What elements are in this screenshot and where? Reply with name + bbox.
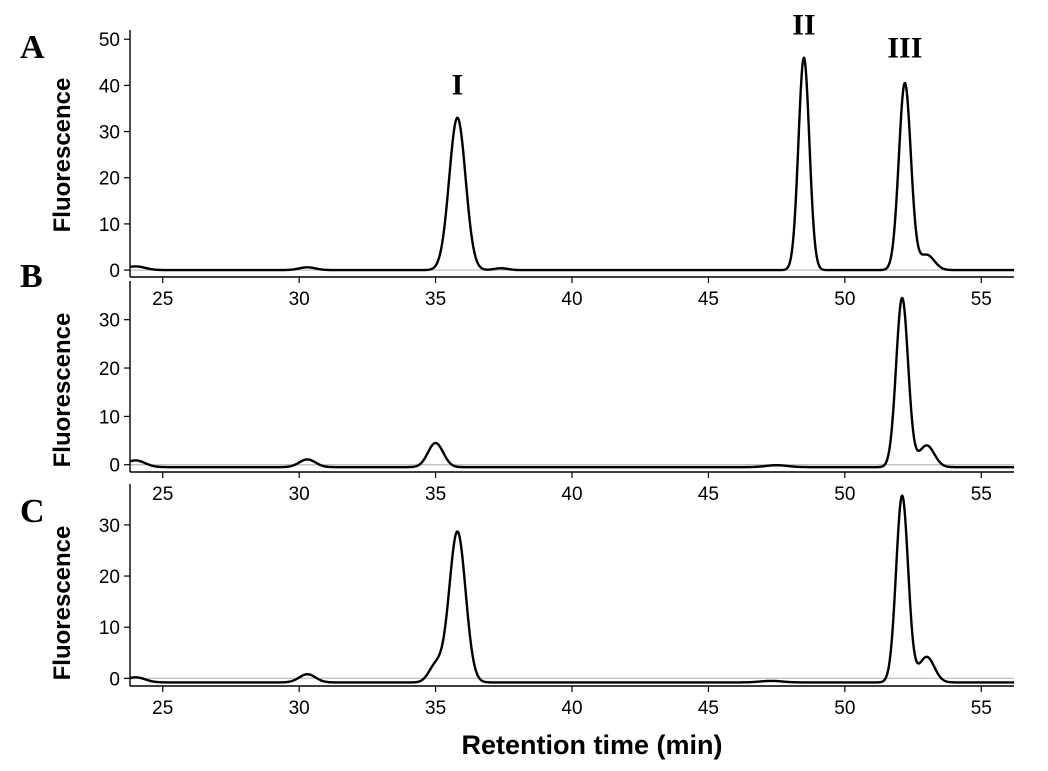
y-axis-label-panel-b: Fluorescence xyxy=(49,313,76,468)
y-tick-label-panel-b: 20 xyxy=(99,359,120,380)
y-tick-label-panel-a: 20 xyxy=(99,169,120,190)
trace-panel-b xyxy=(129,296,1015,469)
x-tick-label-panel-a: 40 xyxy=(561,289,582,310)
y-tick-label-panel-a: 40 xyxy=(99,76,120,97)
x-tick-label-panel-b: 55 xyxy=(971,484,992,505)
x-tick-label-panel-c: 50 xyxy=(834,698,855,719)
panel-label-b: B xyxy=(20,258,43,295)
x-tick-label-panel-a: 45 xyxy=(698,289,719,310)
x-tick-label-panel-c: 35 xyxy=(425,698,446,719)
x-tick-label-panel-b: 30 xyxy=(289,484,310,505)
x-tick-label-panel-c: 40 xyxy=(561,698,582,719)
x-tick-label-panel-a: 50 xyxy=(834,289,855,310)
y-tick-label-panel-a: 0 xyxy=(109,261,120,282)
x-tick-label-panel-c: 45 xyxy=(698,698,719,719)
x-tick-label-panel-b: 35 xyxy=(425,484,446,505)
trace-panel-c xyxy=(129,494,1015,684)
peak-label-iii: III xyxy=(887,32,922,65)
y-tick-label-panel-b: 10 xyxy=(99,407,120,428)
x-tick-label-panel-a: 35 xyxy=(425,289,446,310)
x-tick-label-panel-a: 55 xyxy=(971,289,992,310)
y-tick-label-panel-b: 0 xyxy=(109,456,120,477)
y-tick-label-panel-c: 10 xyxy=(99,618,120,639)
x-tick-label-panel-b: 50 xyxy=(834,484,855,505)
trace-panel-a xyxy=(129,56,1015,272)
peak-label-ii: II xyxy=(792,9,815,42)
x-tick-label-panel-b: 25 xyxy=(152,484,173,505)
peak-label-i: I xyxy=(452,69,464,102)
y-tick-label-panel-c: 30 xyxy=(99,516,120,537)
panel-label-a: A xyxy=(20,29,45,66)
y-tick-label-panel-c: 20 xyxy=(99,567,120,588)
y-tick-label-panel-a: 50 xyxy=(99,30,120,51)
y-tick-label-panel-b: 30 xyxy=(99,311,120,332)
x-tick-label-panel-c: 25 xyxy=(152,698,173,719)
panel-label-c: C xyxy=(20,493,45,530)
x-tick-label-panel-c: 55 xyxy=(971,698,992,719)
y-tick-label-panel-a: 10 xyxy=(99,215,120,236)
y-tick-label-panel-a: 30 xyxy=(99,123,120,144)
x-tick-label-panel-a: 25 xyxy=(152,289,173,310)
x-tick-label-panel-b: 40 xyxy=(561,484,582,505)
y-axis-label-panel-a: Fluorescence xyxy=(49,78,76,233)
x-axis-label: Retention time (min) xyxy=(462,730,723,760)
y-axis-label-panel-c: Fluorescence xyxy=(49,526,76,681)
y-tick-label-panel-c: 0 xyxy=(109,669,120,690)
x-tick-label-panel-b: 45 xyxy=(698,484,719,505)
x-tick-label-panel-a: 30 xyxy=(289,289,310,310)
x-tick-label-panel-c: 30 xyxy=(289,698,310,719)
